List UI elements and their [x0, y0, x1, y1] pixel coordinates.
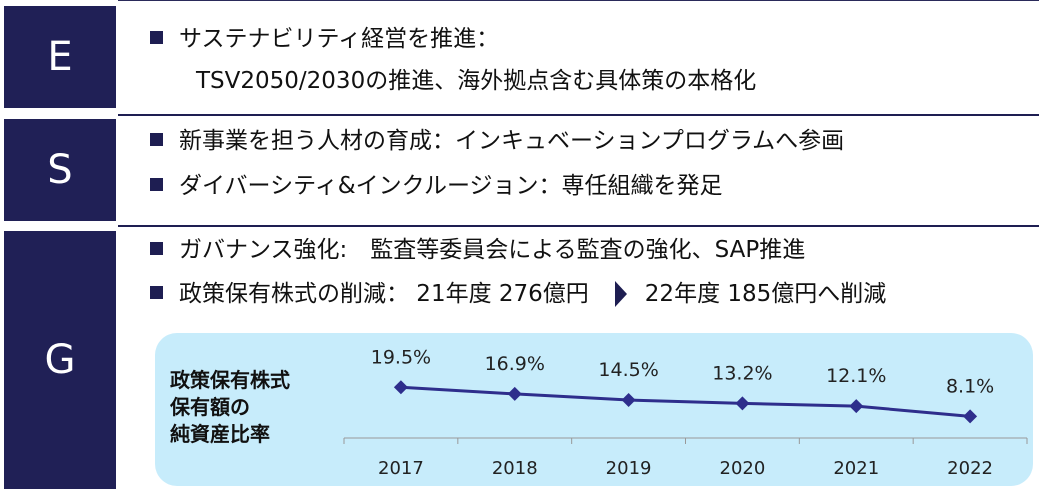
top-rule	[118, 0, 1039, 1]
bullet	[150, 31, 163, 44]
g-item-1: ガバナンス強化: 監査等委員会による監査の強化、SAP推進	[150, 235, 805, 265]
s-item-2: ダイバーシティ&インクルージョン：専任組織を発足	[150, 171, 723, 201]
chart-title-line-2: 保有額の	[170, 395, 250, 419]
e-line2: TSV2050/2030の推進、海外拠点含む具体策の本格化	[196, 68, 757, 94]
data-label: 8.1%	[946, 375, 994, 397]
data-point	[849, 399, 864, 414]
x-tick-label: 2022	[947, 458, 993, 479]
divider-e	[118, 114, 1039, 116]
x-tick-label: 2019	[606, 458, 652, 479]
s-item2-text: ダイバーシティ&インクルージョン：専任組織を発足	[179, 173, 723, 199]
e-item: サステナビリティ経営を推進：	[150, 24, 499, 54]
data-point	[507, 386, 522, 401]
label-s: S	[4, 119, 116, 221]
bullet	[150, 286, 163, 299]
label-g: G	[4, 231, 116, 489]
x-tick-label: 2018	[492, 458, 538, 479]
data-label: 13.2%	[712, 362, 772, 384]
data-point	[735, 396, 750, 411]
bullet	[150, 133, 163, 146]
x-tick-label: 2020	[720, 458, 766, 479]
data-label: 12.1%	[826, 365, 886, 387]
g-item1-text: ガバナンス強化: 監査等委員会による監査の強化、SAP推進	[179, 237, 806, 263]
data-point	[963, 409, 978, 424]
g-item2-after: 22年度 185億円へ削減	[644, 281, 887, 307]
bullet	[150, 242, 163, 255]
chart-title-line-3: 純資産比率	[170, 422, 270, 446]
g-item-2: 政策保有株式の削減： 21年度 276億円 22年度 185億円へ削減	[150, 279, 886, 309]
x-tick-label: 2021	[833, 458, 879, 479]
data-label: 16.9%	[485, 353, 545, 375]
arrow-icon	[614, 280, 627, 307]
label-e: E	[4, 6, 116, 108]
divider-s	[118, 225, 1039, 227]
chart-title-line-1: 政策保有株式	[170, 368, 290, 392]
data-label: 14.5%	[598, 359, 658, 381]
chart-title: 政策保有株式 保有額の 純資産比率	[170, 367, 290, 448]
g-item2-before: 政策保有株式の削減： 21年度 276億円	[179, 281, 589, 307]
data-point	[393, 380, 408, 395]
data-label: 19.5%	[371, 346, 431, 368]
x-tick-label: 2017	[378, 458, 424, 479]
data-point	[621, 393, 636, 408]
s-item1-text: 新事業を担う人材の育成：インキュベーションプログラムへ参画	[179, 128, 845, 154]
series-line	[400, 385, 971, 418]
bullet	[150, 178, 163, 191]
e-line1: サステナビリティ経営を推進：	[179, 26, 500, 52]
s-item-1: 新事業を担う人材の育成：インキュベーションプログラムへ参画	[150, 126, 844, 156]
